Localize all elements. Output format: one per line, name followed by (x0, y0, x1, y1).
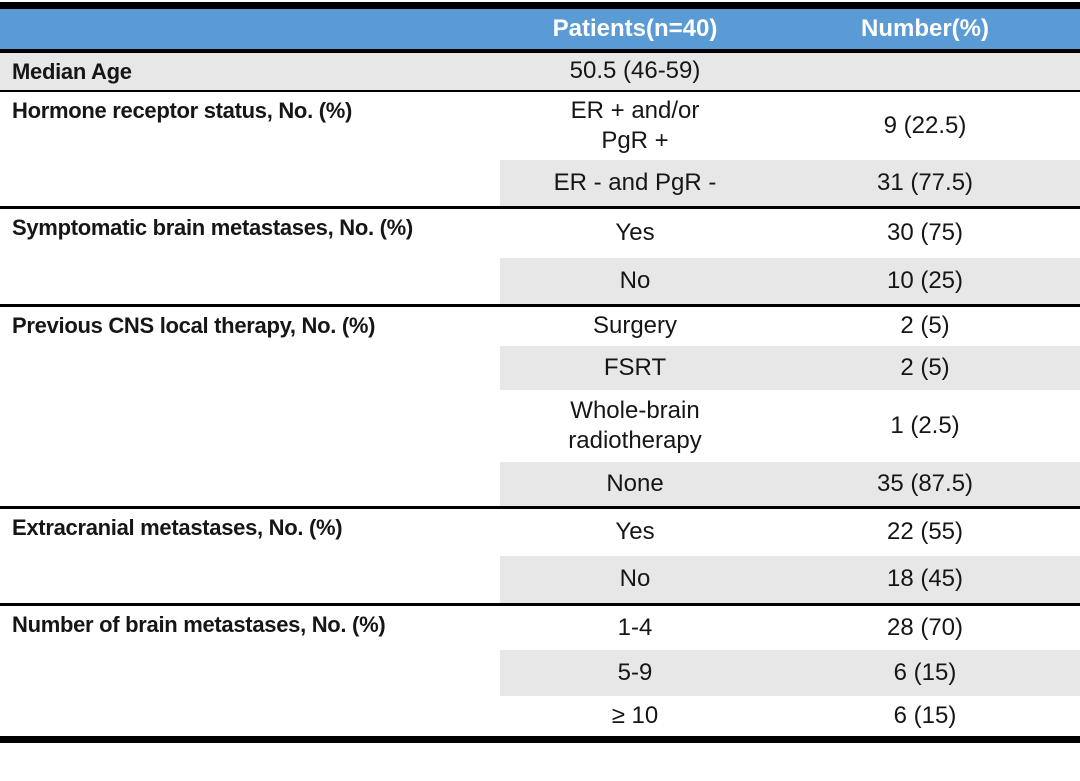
number-cell: 6 (15) (893, 701, 957, 729)
value-cell: 5-9 (500, 649, 770, 696)
table-row: ER - and PgR - 31 (77.5) (0, 159, 1080, 208)
value-cell: Yes (500, 206, 770, 258)
value-cell: ER + and/or PgR + (500, 89, 770, 160)
table-row: Number of brain metastases, No. (%) 1-4 … (0, 603, 1080, 740)
number-cell: 28 (70) (770, 603, 1080, 650)
table-row: Hormone receptor status, No. (%) ER + an… (0, 89, 1080, 208)
table-row: No 18 (45) (0, 555, 1080, 605)
header-cell-patients: Patients(n=40) (500, 5, 770, 53)
table-row: No 10 (25) (0, 257, 1080, 306)
table-row: ≥ 10 6 (15) (0, 696, 1080, 740)
table-row: FSRT 2 (5) (0, 345, 1080, 390)
table-row: 5-9 6 (15) (0, 649, 1080, 696)
number-cell: 30 (75) (770, 206, 1080, 258)
number-cell: 31 (77.5) (770, 159, 1080, 208)
value-cell: Yes (500, 506, 770, 556)
value-cell: 50.5 (46-59) (500, 50, 770, 91)
value-cell: None (500, 461, 770, 508)
header-cell-empty (0, 5, 500, 53)
number-cell: 1 (2.5) (890, 411, 960, 439)
value-cell: Surgery (500, 304, 770, 346)
value-cell: FSRT (500, 345, 770, 390)
header-cell-number: Number(%) (770, 5, 1080, 53)
table-row: Extracranial metastases, No. (%) Yes 22 … (0, 506, 1080, 605)
value-cell: ≥ 10 (611, 701, 659, 729)
value-cell: No (500, 257, 770, 306)
table-row: Symptomatic brain metastases, No. (%) Ye… (0, 206, 1080, 306)
number-cell: 9 (22.5) (770, 89, 1080, 160)
value-cell: Whole-brain radiotherapy (568, 396, 702, 454)
table-row: Median Age 50.5 (46-59) (0, 50, 1080, 91)
table-row: Whole-brain radiotherapy 1 (2.5) (0, 390, 1080, 462)
number-cell: 10 (25) (770, 257, 1080, 306)
number-cell: 2 (5) (770, 304, 1080, 346)
section-label-hormone-receptor: Hormone receptor status, No. (%) (0, 89, 500, 208)
patient-characteristics-table: Patients(n=40) Number(%) Median Age 50.5… (0, 2, 1080, 743)
number-cell: 18 (45) (770, 555, 1080, 605)
value-cell: 1-4 (500, 603, 770, 650)
table-row: Previous CNS local therapy, No. (%) Surg… (0, 304, 1080, 508)
header-row: Patients(n=40) Number(%) (0, 5, 1080, 53)
number-cell: 22 (55) (770, 506, 1080, 556)
section-label-number-of-brain-mets: Number of brain metastases, No. (%) (0, 603, 500, 740)
value-cell: ER - and PgR - (500, 159, 770, 208)
number-cell: 2 (5) (770, 345, 1080, 390)
number-cell (770, 50, 1080, 91)
number-cell: 6 (15) (770, 649, 1080, 696)
section-label-extracranial: Extracranial metastases, No. (%) (0, 506, 500, 605)
value-cell: No (500, 555, 770, 605)
section-label-median-age: Median Age (0, 50, 500, 91)
table-row: None 35 (87.5) (0, 461, 1080, 508)
section-label-previous-cns: Previous CNS local therapy, No. (%) (0, 304, 500, 508)
section-label-symptomatic: Symptomatic brain metastases, No. (%) (0, 206, 500, 306)
number-cell: 35 (87.5) (770, 461, 1080, 508)
